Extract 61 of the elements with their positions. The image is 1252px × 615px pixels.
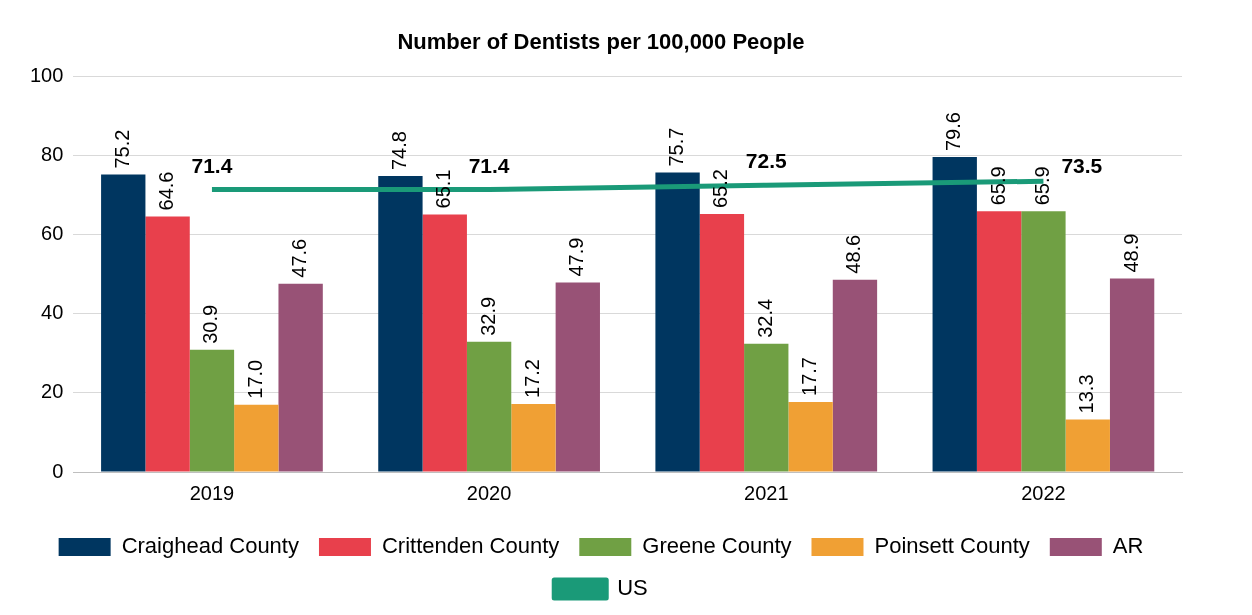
bar [1065, 419, 1110, 472]
y-tick-label: 40 [41, 301, 64, 324]
bar [466, 341, 512, 472]
x-tick-label: 2020 [466, 481, 512, 504]
bar [976, 211, 1022, 472]
legend-label: Crittenden County [381, 533, 560, 559]
bar [699, 214, 745, 472]
y-tick-label: 0 [52, 459, 64, 482]
legend-label: AR [1112, 533, 1144, 559]
data-label: 71.4 [191, 153, 233, 177]
bar [145, 216, 190, 472]
x-tick-label: 2019 [189, 481, 235, 504]
bar [1021, 211, 1066, 472]
data-label: 47.6 [288, 238, 311, 278]
bar [378, 176, 423, 472]
legend-label: Poinsett County [874, 533, 1030, 559]
data-label: 73.5 [1061, 153, 1103, 177]
data-label: 30.9 [199, 304, 222, 344]
data-label: 65.1 [432, 169, 455, 209]
bar [832, 279, 878, 472]
y-tick-label: 20 [41, 380, 64, 403]
bar [234, 404, 279, 472]
bar [1109, 278, 1155, 472]
bar [278, 283, 323, 472]
x-tick-label: 2022 [1021, 481, 1066, 504]
data-label: 48.6 [842, 234, 865, 274]
data-label: 75.2 [110, 129, 133, 169]
data-label: 13.3 [1075, 374, 1098, 414]
legend-label: Craighead County [121, 533, 299, 559]
bar [101, 174, 146, 472]
bar [555, 282, 600, 472]
bar [655, 172, 700, 472]
legend-label: US [617, 575, 648, 601]
y-tick-label: 100 [29, 63, 64, 86]
data-label: 17.2 [520, 359, 543, 398]
data-label: 65.9 [1030, 166, 1053, 206]
data-label: 48.9 [1119, 233, 1142, 273]
data-label: 72.5 [745, 149, 788, 173]
data-label: 32.9 [476, 296, 499, 336]
data-label: 71.4 [468, 153, 510, 177]
data-label: 74.8 [387, 131, 410, 171]
data-label: 47.9 [565, 237, 588, 277]
y-tick-label: 80 [41, 143, 64, 166]
data-label: 64.6 [155, 171, 178, 211]
data-label: 17.0 [243, 359, 266, 399]
data-label: 65.2 [709, 169, 732, 209]
bar [744, 343, 789, 472]
legend-label: Greene County [642, 533, 792, 559]
y-tick-label: 60 [41, 222, 64, 245]
data-label: 17.7 [798, 357, 821, 396]
data-label: 32.4 [753, 298, 776, 338]
bar [189, 349, 235, 472]
data-label: 79.6 [942, 112, 965, 152]
bar [932, 157, 977, 472]
data-label: 65.9 [986, 166, 1009, 206]
bar [511, 403, 556, 472]
x-tick-label: 2021 [744, 481, 789, 504]
bar [422, 214, 467, 472]
chart-title: Number of Dentists per 100,000 People [397, 29, 805, 55]
bar [788, 401, 833, 472]
data-label: 75.7 [665, 127, 688, 167]
